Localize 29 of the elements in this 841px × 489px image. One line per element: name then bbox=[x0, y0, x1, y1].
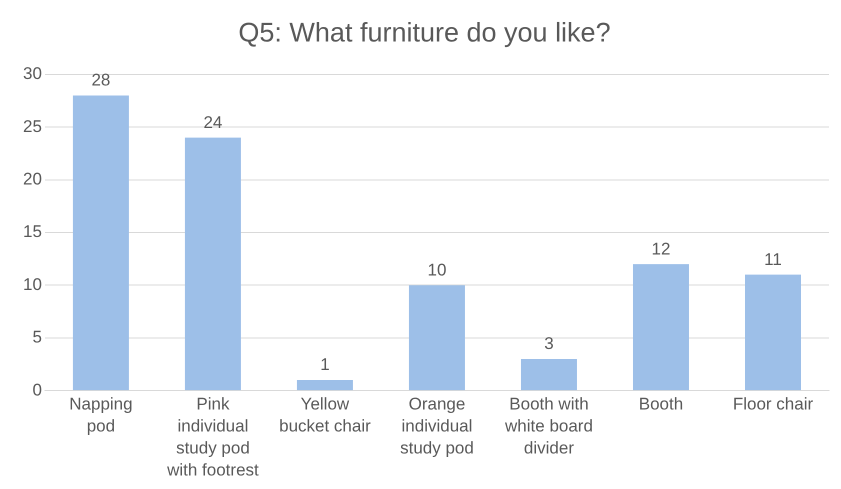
bar bbox=[72, 95, 129, 390]
data-label: 11 bbox=[764, 250, 782, 269]
x-tick-label: Booth with white board divider bbox=[504, 394, 593, 458]
data-label: 3 bbox=[544, 334, 554, 354]
y-tick-label: 30 bbox=[22, 64, 42, 84]
x-tick-label: Pink individual study pod with footrest bbox=[166, 394, 260, 480]
y-tick-label: 20 bbox=[22, 169, 42, 188]
bar bbox=[408, 285, 465, 390]
x-tick-label: Floor chair bbox=[732, 394, 814, 414]
x-tick-label: Yellow bucket chair bbox=[279, 394, 372, 436]
bar bbox=[520, 358, 577, 390]
data-label: 28 bbox=[91, 70, 110, 90]
bar bbox=[184, 138, 241, 390]
x-tick-label: Orange individual study pod bbox=[400, 394, 474, 458]
bar bbox=[632, 264, 689, 390]
x-tick-label: Napping pod bbox=[69, 394, 133, 436]
data-label: 10 bbox=[427, 260, 446, 280]
y-tick-label: 10 bbox=[22, 274, 42, 294]
y-tick-label: 0 bbox=[32, 380, 42, 400]
bar bbox=[296, 380, 353, 390]
y-tick-label: 5 bbox=[32, 328, 42, 347]
data-label: 1 bbox=[320, 355, 330, 374]
x-tick-label: Booth bbox=[638, 394, 684, 414]
chart-title: Q5: What furniture do you like? bbox=[238, 18, 611, 48]
y-tick-label: 25 bbox=[22, 116, 42, 136]
data-label: 12 bbox=[652, 239, 670, 258]
data-label: 24 bbox=[203, 112, 222, 132]
y-tick-label: 15 bbox=[22, 222, 42, 242]
bar bbox=[744, 274, 801, 390]
